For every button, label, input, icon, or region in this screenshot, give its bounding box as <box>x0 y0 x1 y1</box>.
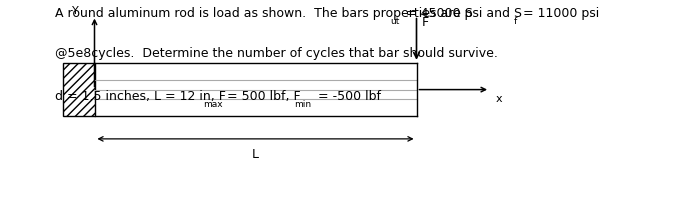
Text: f: f <box>514 17 517 26</box>
Text: min: min <box>294 100 311 109</box>
Bar <box>94 63 416 116</box>
Text: max: max <box>203 100 223 109</box>
Text: L: L <box>252 148 259 161</box>
Bar <box>63 63 94 116</box>
Text: @5e8cycles.  Determine the number of cycles that bar should survive.: @5e8cycles. Determine the number of cycl… <box>55 47 498 60</box>
Text: = 500 lbf, F: = 500 lbf, F <box>223 90 300 103</box>
Text: = -500 lbf: = -500 lbf <box>314 90 381 103</box>
Text: = 45000 psi and S: = 45000 psi and S <box>402 7 522 20</box>
Text: ut: ut <box>391 17 400 26</box>
Text: A round aluminum rod is load as shown.  The bars properties are S: A round aluminum rod is load as shown. T… <box>55 7 473 20</box>
Text: d = 1.5 inches, L = 12 in, F: d = 1.5 inches, L = 12 in, F <box>55 90 225 103</box>
Text: = 11000 psi: = 11000 psi <box>519 7 600 20</box>
Text: x: x <box>496 94 502 104</box>
Text: Y: Y <box>72 6 79 16</box>
Text: F: F <box>422 16 429 29</box>
